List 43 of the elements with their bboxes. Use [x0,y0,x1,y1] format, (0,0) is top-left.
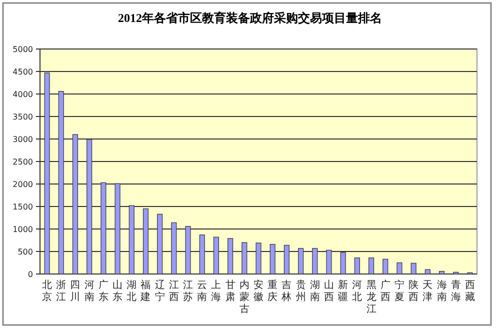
y-tick-label: 5000 [12,45,33,54]
y-tick-label: 1000 [12,225,33,234]
y-tick-label: 3000 [12,135,33,144]
x-tick-label: 河北 [352,279,362,303]
x-tick-label: 广西 [380,279,390,303]
x-tick-label: 宁夏 [394,279,404,303]
x-tick-label: 陕西 [408,279,419,303]
x-tick-label: 福建 [140,279,151,303]
x-tick-label: 青海 [450,279,461,303]
y-tick-label: 0 [28,270,33,279]
y-tick-label: 500 [18,248,33,256]
x-tick-label: 四川 [70,280,80,303]
x-tick-label: 江西 [168,279,179,303]
x-tick-label: 重庆 [268,279,278,303]
y-tick-label: 2500 [12,158,33,166]
x-tick-label: 广东 [98,279,108,303]
x-tick-label: 天津 [422,280,433,303]
x-tick-label: 云南 [197,280,208,303]
y-tick-label: 2000 [12,180,33,189]
x-tick-label: 内蒙古 [239,279,250,315]
x-tick-label: 黑龙江 [366,280,376,315]
x-tick-label: 江苏 [183,279,194,303]
x-tick-label: 湖南 [310,279,320,303]
x-tick-label: 安徽 [254,279,264,303]
x-tick-label: 河南 [84,279,94,303]
x-tick-label: 贵州 [296,279,306,303]
y-tick-label: 1500 [12,202,33,212]
x-tick-label: 新疆 [338,279,348,303]
y-tick-label: 3500 [12,112,33,122]
x-tick-label: 浙江 [56,279,66,303]
y-tick-label: 4000 [12,90,33,99]
x-tick-label: 海南 [436,279,447,303]
x-tick-label: 西藏 [464,280,475,303]
x-tick-label: 北京 [42,279,52,303]
x-tick-label: 山东 [112,279,123,303]
x-tick-label: 山西 [324,279,334,303]
x-tick-label: 上海 [211,279,222,303]
x-tick-label: 辽宁 [154,279,165,303]
title: 2012年各省市区教育装备政府采购交易项目量排名 [118,11,382,25]
x-tick-label: 湖北 [126,279,137,303]
x-tick-label: 吉林 [280,279,292,303]
y-tick-label: 4500 [12,68,33,76]
x-tick-label: 甘肃 [225,279,236,303]
